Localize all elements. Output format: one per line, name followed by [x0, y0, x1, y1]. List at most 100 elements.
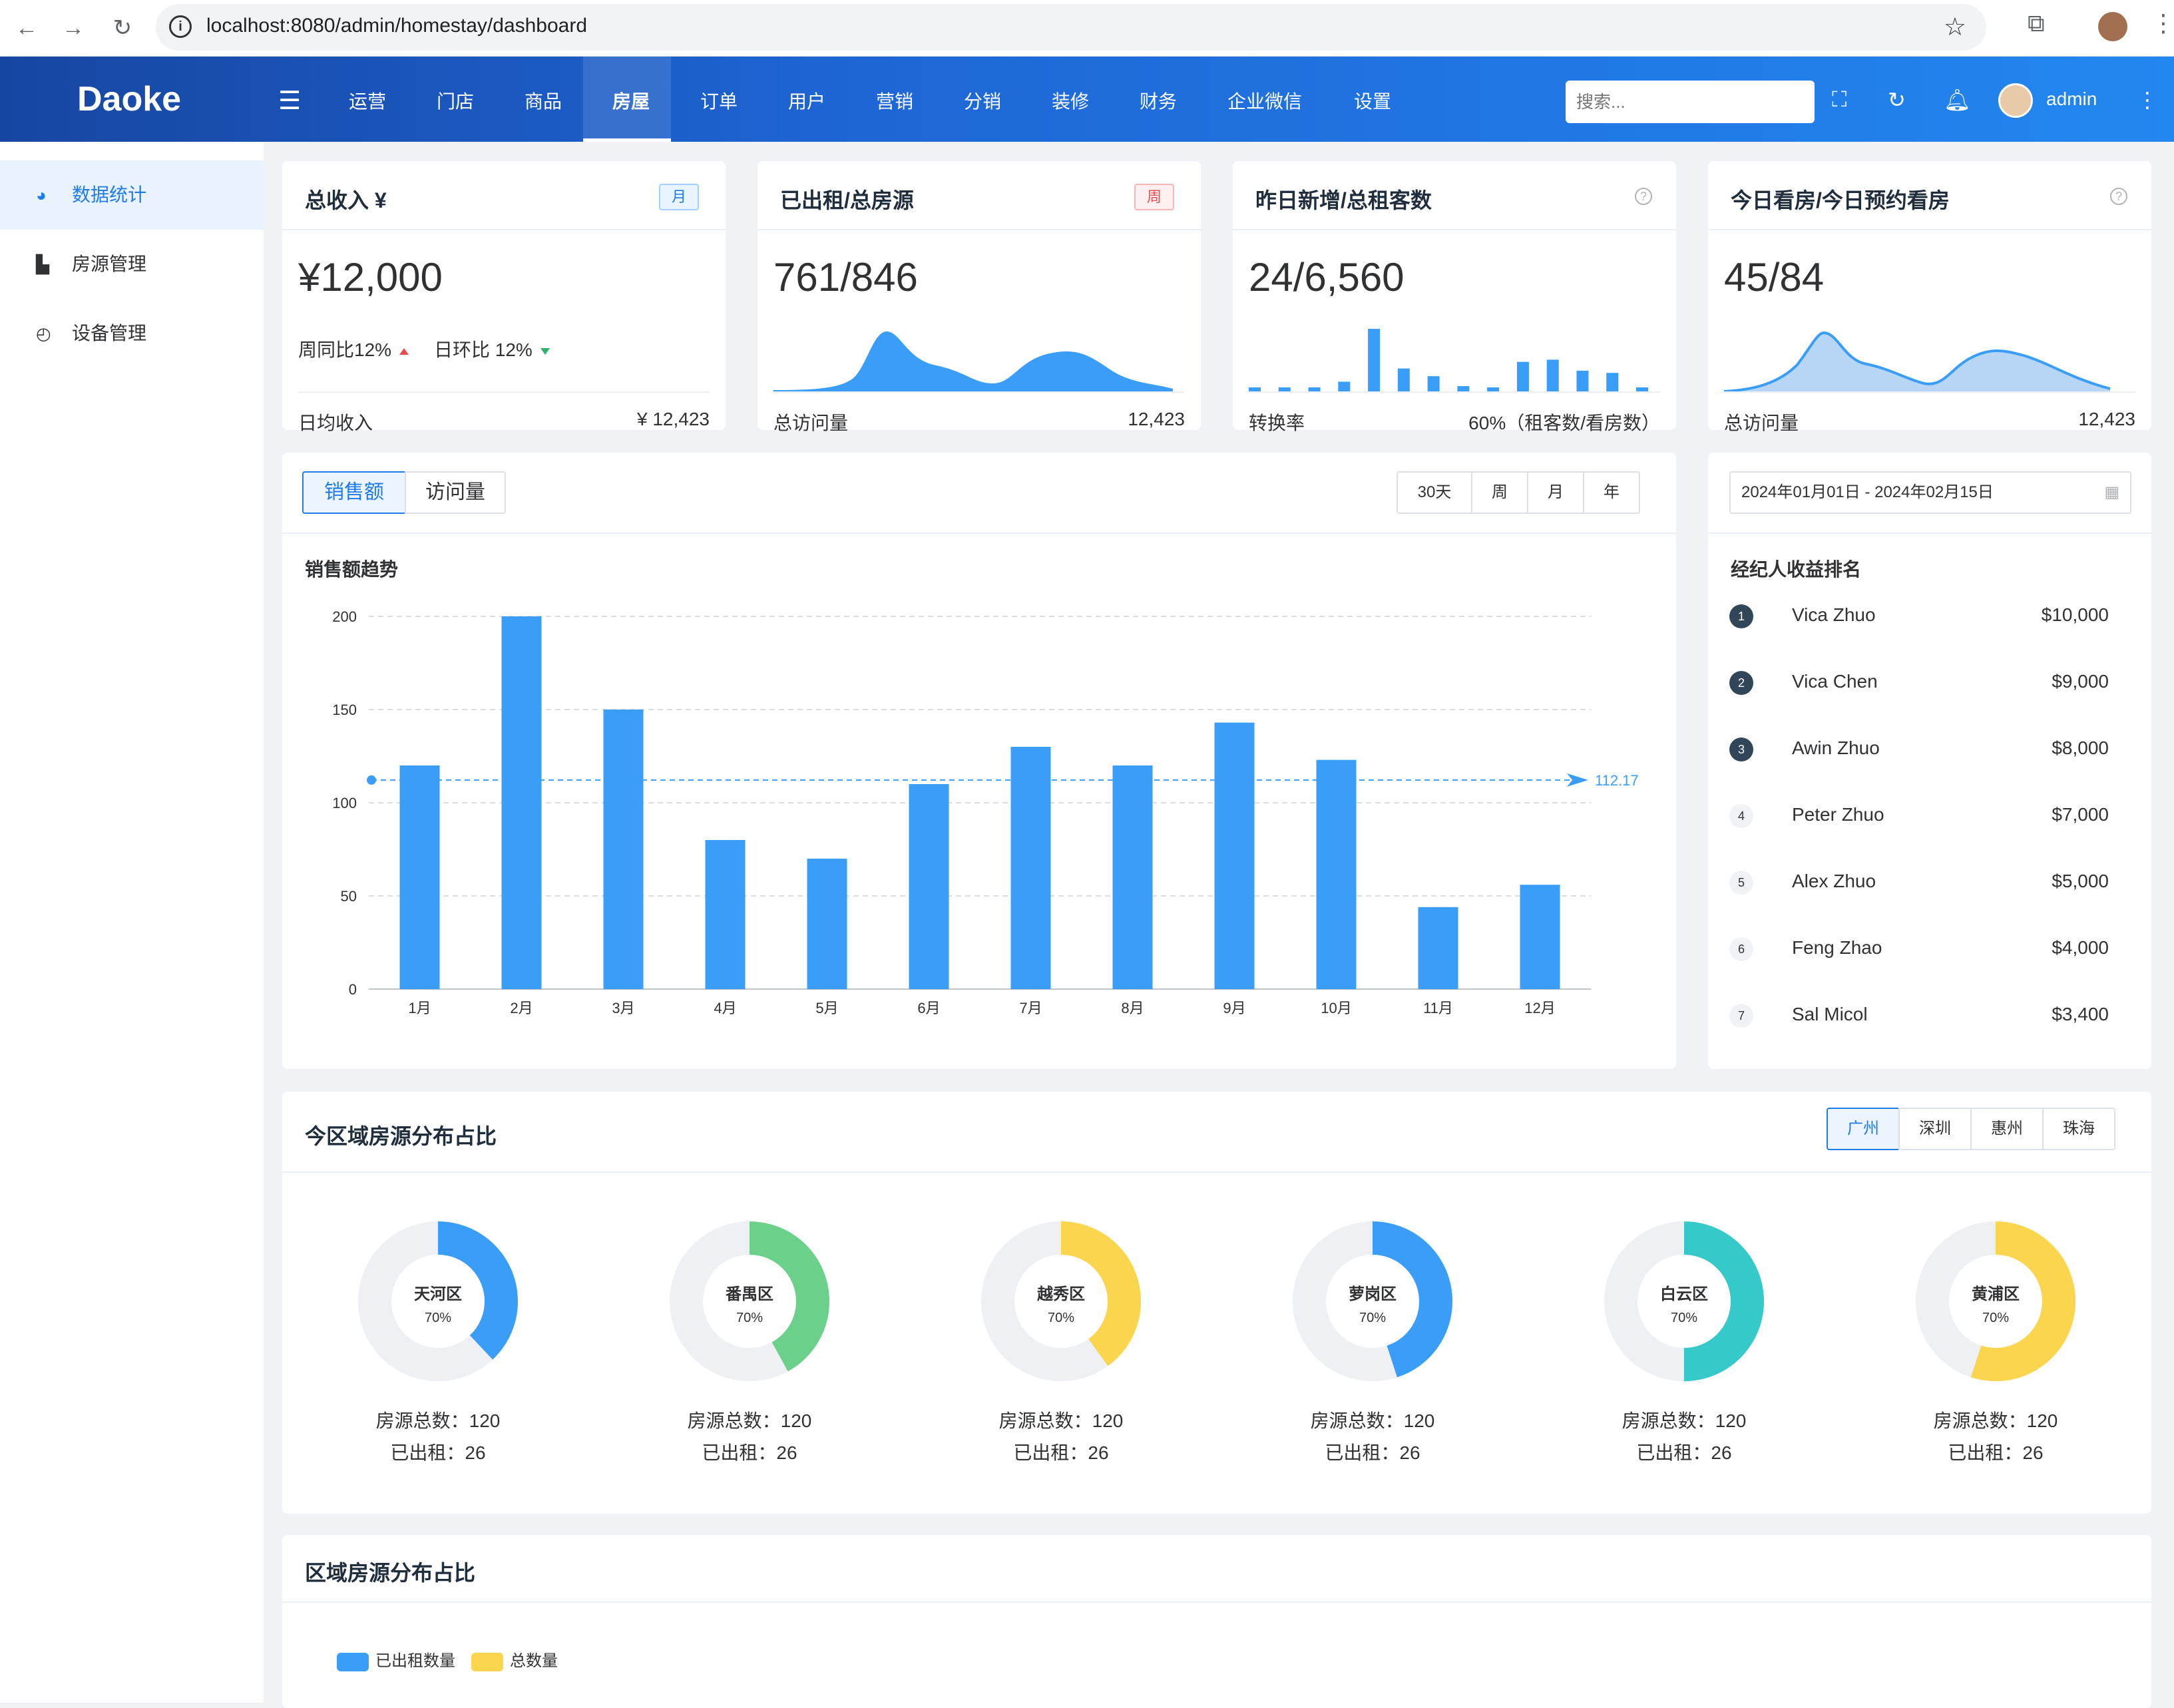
- avatar[interactable]: [1998, 83, 2033, 118]
- bar[interactable]: [501, 616, 542, 989]
- nav-item[interactable]: 装修: [1052, 91, 1090, 112]
- rank-badge: 2: [1729, 671, 1753, 695]
- city-tab[interactable]: 深圳: [1898, 1108, 1972, 1150]
- donut-item[interactable]: 天河区 70% 房源总数：120 已出租：26: [345, 1218, 531, 1465]
- mini-bar: [1457, 386, 1470, 393]
- range-year[interactable]: 年: [1583, 471, 1640, 514]
- mini-bar: [1516, 361, 1529, 393]
- sidebar-item-stats[interactable]: ◕ 数据统计: [0, 160, 264, 230]
- agent-name: Awin Zhuo: [1792, 738, 1880, 758]
- bar[interactable]: [603, 710, 644, 989]
- nav-item[interactable]: 订单: [700, 91, 738, 112]
- city-tab[interactable]: 广州: [1827, 1108, 1900, 1150]
- card-header: [282, 161, 726, 230]
- nav-item[interactable]: 设置: [1354, 91, 1392, 112]
- range-30d[interactable]: 30天: [1397, 471, 1472, 514]
- help-icon[interactable]: ?: [2110, 188, 2127, 205]
- reload-icon[interactable]: ↻: [112, 15, 132, 41]
- agent-earnings: $10,000: [2041, 604, 2109, 625]
- date-range-picker[interactable]: 2024年01月01日 - 2024年02月15日 ▦: [1729, 471, 2131, 514]
- bar[interactable]: [909, 784, 949, 989]
- footer-label: 总访问量: [1724, 413, 1799, 433]
- legend-item[interactable]: 总数量: [471, 1651, 558, 1672]
- bar[interactable]: [1316, 759, 1357, 989]
- rank-badge: 1: [1729, 604, 1753, 628]
- nav-item[interactable]: 门店: [437, 91, 475, 112]
- nav-item[interactable]: 商品: [525, 91, 562, 112]
- fullscreen-icon[interactable]: ⛶: [1832, 87, 1847, 111]
- nav-item[interactable]: 用户: [788, 91, 826, 112]
- donut-chart: 天河区 70%: [358, 1221, 518, 1381]
- donut-item[interactable]: 萝岗区 70% 房源总数：120 已出租：26: [1279, 1218, 1466, 1465]
- address-bar[interactable]: i localhost:8080/admin/homestay/dashboar…: [156, 4, 1986, 51]
- nav-item[interactable]: 营销: [876, 91, 914, 112]
- donut-segment: [1916, 1221, 2075, 1381]
- refresh-icon[interactable]: ↻: [1888, 88, 1906, 112]
- stat-value: 761/846: [773, 255, 918, 300]
- browser-menu-icon[interactable]: ⋮: [2151, 9, 2174, 37]
- nav-item[interactable]: 运营: [349, 91, 387, 112]
- bar[interactable]: [1010, 747, 1051, 989]
- more-vert-icon[interactable]: ⋮: [2137, 88, 2158, 112]
- mini-bar: [1338, 381, 1351, 393]
- week-compare: 周同比12%: [298, 335, 409, 362]
- nav-item[interactable]: 分销: [964, 91, 1002, 112]
- agent-earnings: $5,000: [2052, 871, 2109, 891]
- donut-item[interactable]: 黄浦区 70% 房源总数：120 已出租：26: [1902, 1218, 2089, 1465]
- x-tick-label: 1月: [408, 1000, 431, 1016]
- search-input[interactable]: [1566, 81, 1815, 123]
- mini-bar: [1397, 368, 1410, 393]
- browser-profile-avatar[interactable]: [2098, 12, 2127, 41]
- mini-bar: [1546, 359, 1559, 393]
- footer-value: ¥ 12,423: [637, 409, 710, 429]
- forward-icon[interactable]: →: [62, 15, 85, 41]
- city-tab[interactable]: 珠海: [2042, 1108, 2115, 1150]
- menu-fold-icon[interactable]: ☰: [278, 87, 302, 115]
- donut-item[interactable]: 越秀区 70% 房源总数：120 已出租：26: [968, 1218, 1154, 1465]
- bell-icon[interactable]: 🔔︎: [1944, 88, 1971, 112]
- divider: [298, 391, 710, 393]
- x-tick-label: 11月: [1423, 1000, 1453, 1016]
- donut-item[interactable]: 番禺区 70% 房源总数：120 已出租：26: [656, 1218, 843, 1465]
- sidebar-item-devices[interactable]: ◴ 设备管理: [0, 299, 264, 368]
- bar[interactable]: [807, 859, 847, 989]
- donut-chart: 白云区 70%: [1604, 1221, 1764, 1381]
- bar[interactable]: [1418, 907, 1458, 989]
- help-icon[interactable]: ?: [1635, 188, 1652, 205]
- bar[interactable]: [1112, 765, 1153, 989]
- nav-item[interactable]: 房屋: [612, 91, 650, 112]
- back-icon[interactable]: ←: [15, 15, 38, 41]
- day-compare: 日环比 12%: [434, 335, 550, 362]
- range-week[interactable]: 周: [1471, 471, 1528, 514]
- x-tick-label: 10月: [1321, 1000, 1351, 1016]
- mini-bar: [1368, 329, 1381, 393]
- donut-region-name: 萝岗区: [1349, 1285, 1397, 1303]
- nav-item[interactable]: 财务: [1140, 91, 1178, 112]
- range-month[interactable]: 月: [1527, 471, 1584, 514]
- user-name[interactable]: admin: [2046, 89, 2097, 109]
- tab-visits[interactable]: 访问量: [405, 471, 506, 514]
- nav-item[interactable]: 企业微信: [1227, 91, 1303, 112]
- tab-sales[interactable]: 销售额: [302, 471, 406, 514]
- bookmark-star-icon[interactable]: ☆: [1943, 13, 1966, 41]
- extensions-icon[interactable]: ⧉: [2028, 9, 2045, 37]
- browser-chrome: ← → ↻ i localhost:8080/admin/homestay/da…: [0, 0, 2174, 57]
- donut-region-name: 天河区: [414, 1285, 462, 1303]
- bar[interactable]: [1214, 722, 1255, 989]
- stat-card-income: 总收入 ¥ 月 ¥12,000 周同比12% 日环比 12% 日均收入 ¥ 12…: [282, 161, 726, 433]
- site-info-icon[interactable]: i: [169, 15, 192, 38]
- calendar-icon: ▦: [2104, 483, 2119, 501]
- ranking-row: 7 Sal Micol $3,400: [1729, 994, 2109, 1034]
- bar[interactable]: [399, 765, 440, 989]
- city-tab[interactable]: 惠州: [1970, 1108, 2044, 1150]
- stat-value: ¥12,000: [298, 255, 443, 300]
- donut-item[interactable]: 白云区 70% 房源总数：120 已出租：26: [1591, 1218, 1777, 1465]
- sidebar-item-listings[interactable]: ▙ 房源管理: [0, 230, 264, 299]
- ranking-row: 3 Awin Zhuo $8,000: [1729, 728, 2109, 768]
- bar-chart-icon: ▙: [36, 254, 49, 274]
- bar[interactable]: [1520, 885, 1560, 989]
- legend-item[interactable]: 已出租数量: [337, 1651, 455, 1672]
- date-range-text: 2024年01月01日 - 2024年02月15日: [1741, 483, 1994, 501]
- bar[interactable]: [705, 840, 746, 989]
- x-tick-label: 2月: [510, 1000, 533, 1016]
